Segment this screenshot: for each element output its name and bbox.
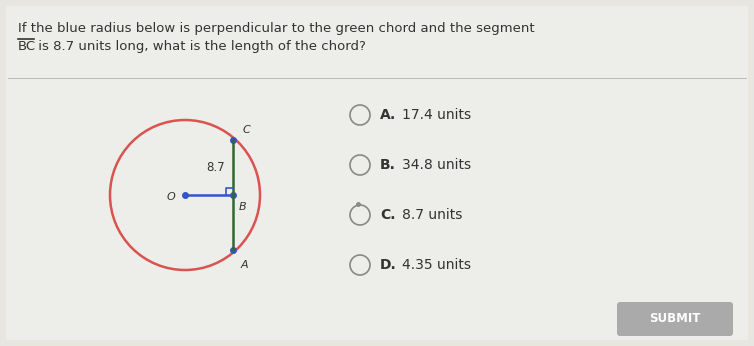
Text: C.: C.: [380, 208, 396, 222]
Text: 4.35 units: 4.35 units: [402, 258, 471, 272]
Text: A: A: [241, 260, 249, 270]
Text: B.: B.: [380, 158, 396, 172]
Text: C: C: [243, 125, 251, 135]
Text: If the blue radius below is perpendicular to the green chord and the segment: If the blue radius below is perpendicula…: [18, 22, 535, 35]
Text: D.: D.: [380, 258, 397, 272]
Text: B: B: [239, 202, 247, 212]
Text: SUBMIT: SUBMIT: [649, 312, 700, 326]
Text: 17.4 units: 17.4 units: [402, 108, 471, 122]
Text: 8.7 units: 8.7 units: [402, 208, 462, 222]
FancyBboxPatch shape: [617, 302, 733, 336]
Text: BC: BC: [18, 40, 36, 53]
Text: is 8.7 units long, what is the length of the chord?: is 8.7 units long, what is the length of…: [34, 40, 366, 53]
Text: 8.7: 8.7: [207, 161, 225, 174]
Text: A.: A.: [380, 108, 397, 122]
FancyBboxPatch shape: [6, 6, 748, 340]
Text: O: O: [167, 192, 176, 202]
Text: 34.8 units: 34.8 units: [402, 158, 471, 172]
